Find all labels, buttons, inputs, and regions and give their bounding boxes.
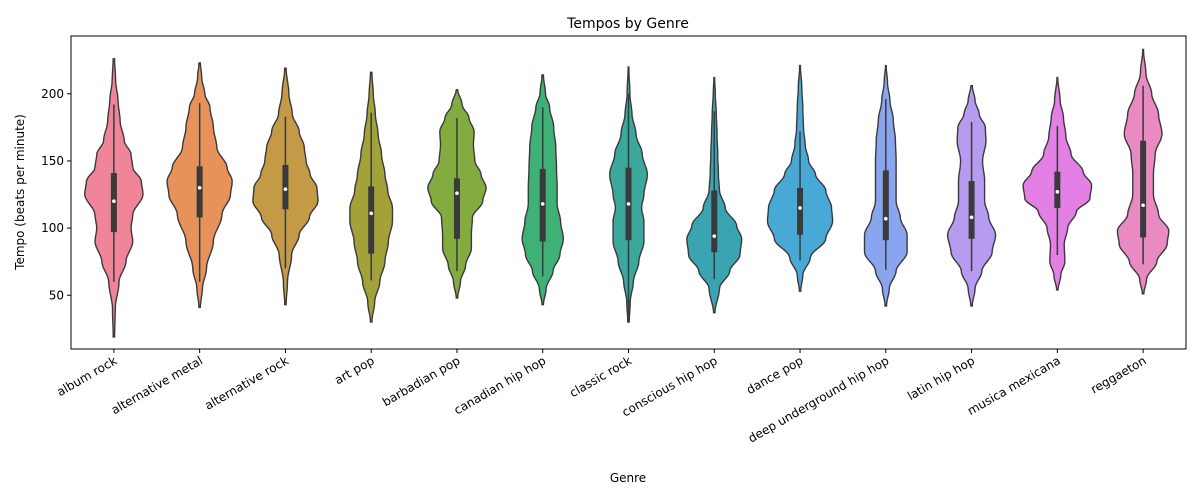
violin-deep-underground-hip-hop <box>863 64 908 307</box>
violin-art-pop <box>349 71 394 323</box>
y-tick-label: 50 <box>49 288 64 302</box>
violin-alternative-metal <box>166 62 233 309</box>
iqr-box <box>711 190 718 253</box>
x-tick-label: canadian hip hop <box>452 353 549 417</box>
violin-album-rock <box>83 58 144 338</box>
median-marker <box>112 199 116 204</box>
violin-barbadian-pop <box>427 89 487 299</box>
chart-title: Tempos by Genre <box>566 16 689 32</box>
median-marker <box>369 211 373 216</box>
x-tick-label: latin hip hop <box>905 353 977 403</box>
violin-musica-mexicana <box>1022 76 1093 291</box>
median-marker <box>197 185 202 190</box>
iqr-box <box>1140 140 1147 238</box>
median-marker <box>712 234 717 238</box>
violin-classic-rock <box>608 66 649 323</box>
y-tick-label: 100 <box>41 221 64 235</box>
median-marker <box>798 206 802 210</box>
median-marker <box>540 202 545 206</box>
iqr-box <box>1054 171 1061 208</box>
violin-conscious-hip-hop <box>686 76 743 314</box>
x-tick-label: album rock <box>54 353 119 399</box>
x-tick-label: conscious hip hop <box>620 353 720 419</box>
iqr-box <box>453 178 460 239</box>
x-tick-label: art pop <box>332 353 377 387</box>
plot-area <box>83 48 1170 338</box>
iqr-box <box>196 166 203 218</box>
x-axis-label: Genre <box>610 471 646 485</box>
x-tick-label: musica mexicana <box>965 353 1063 418</box>
iqr-box <box>282 164 289 210</box>
x-tick-label: deep underground hip hop <box>746 353 892 445</box>
x-tick-label: barbadian pop <box>380 353 463 409</box>
violin-reggaeton <box>1116 48 1170 295</box>
x-tick-label: dance pop <box>744 353 806 397</box>
median-marker <box>1055 190 1060 194</box>
violin-alternative-rock <box>252 67 319 306</box>
iqr-box <box>797 187 804 235</box>
x-tick-label: alternative rock <box>202 353 291 412</box>
y-tick-label: 200 <box>41 87 64 101</box>
y-axis-label: Tempo (beats per minute) <box>13 114 27 271</box>
x-tick-label: classic rock <box>567 353 634 400</box>
median-marker <box>626 202 631 206</box>
iqr-box <box>368 186 375 254</box>
x-tick-label: alternative metal <box>109 353 205 417</box>
y-axis: 50 100 150 200 <box>41 87 71 302</box>
median-marker <box>455 191 459 195</box>
median-marker <box>1141 203 1145 208</box>
y-tick-label: 150 <box>41 154 64 168</box>
x-tick-label: reggaeton <box>1088 353 1148 396</box>
iqr-box <box>968 181 975 239</box>
violin-dance-pop <box>766 64 834 292</box>
median-marker <box>283 187 288 191</box>
violin-latin-hip-hop <box>946 85 997 307</box>
median-marker <box>969 215 974 220</box>
median-marker <box>884 216 888 221</box>
violin-canadian-hip-hop <box>521 74 565 306</box>
iqr-box <box>882 170 889 241</box>
